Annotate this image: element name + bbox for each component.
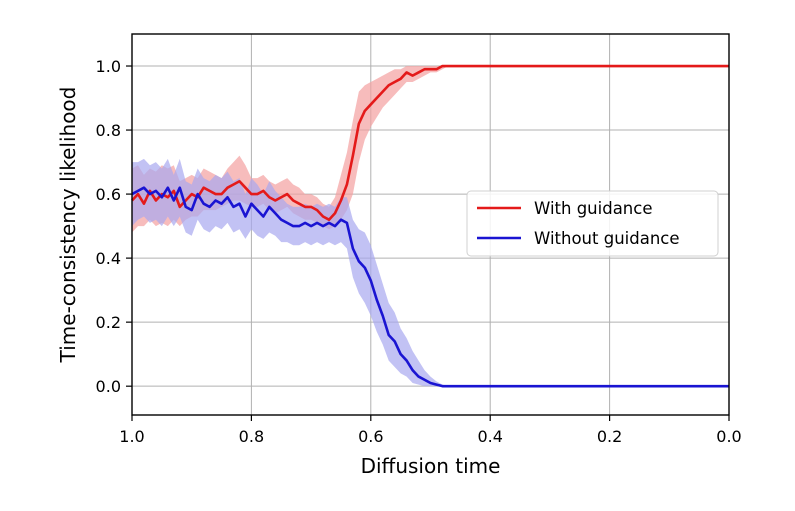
y-tick-label: 0.0 xyxy=(96,377,121,396)
x-tick-label: 0.4 xyxy=(477,427,502,446)
series-lines xyxy=(131,64,729,388)
legend-label-without-guidance: Without guidance xyxy=(534,229,680,248)
line-with-guidance xyxy=(131,64,729,221)
y-tick-label: 0.8 xyxy=(96,121,121,140)
y-tick-label: 0.6 xyxy=(96,185,121,204)
x-tick-label: 1.0 xyxy=(119,427,144,446)
band-with-guidance xyxy=(132,66,729,233)
x-tick-label: 0.8 xyxy=(239,427,264,446)
line-without-guidance xyxy=(131,186,729,388)
y-tick-label: 0.4 xyxy=(96,249,121,268)
x-tick-label: 0.6 xyxy=(358,427,383,446)
y-axis-label: Time-consistency likelihood xyxy=(56,87,80,364)
y-tick-label: 0.2 xyxy=(96,313,121,332)
y-tick-label: 1.0 xyxy=(96,57,121,76)
plot-frame xyxy=(131,33,730,416)
confidence-bands xyxy=(132,66,729,387)
legend: With guidance Without guidance xyxy=(466,190,719,257)
legend-label-with-guidance: With guidance xyxy=(534,199,653,218)
x-tick-label: 0.0 xyxy=(716,427,741,446)
x-tick-label: 0.2 xyxy=(597,427,622,446)
band-without-guidance xyxy=(132,158,729,387)
x-axis-label: Diffusion time xyxy=(361,454,501,478)
legend-box xyxy=(466,190,719,257)
axis-ticks: 1.0 0.8 0.6 0.4 0.2 0.0 0.0 0.2 0.4 0.6 0.8 1.0 xyxy=(96,57,742,446)
